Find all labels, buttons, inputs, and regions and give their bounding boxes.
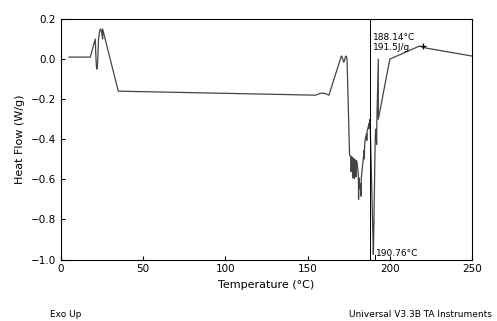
Text: Exo Up: Exo Up	[50, 310, 81, 319]
Text: Universal V3.3B TA Instruments: Universal V3.3B TA Instruments	[349, 310, 492, 319]
Text: 188.14°C
191.5J/g: 188.14°C 191.5J/g	[373, 33, 415, 52]
Y-axis label: Heat Flow (W/g): Heat Flow (W/g)	[15, 94, 25, 184]
X-axis label: Temperature (°C): Temperature (°C)	[218, 280, 315, 290]
Text: 190.76°C: 190.76°C	[376, 248, 418, 257]
